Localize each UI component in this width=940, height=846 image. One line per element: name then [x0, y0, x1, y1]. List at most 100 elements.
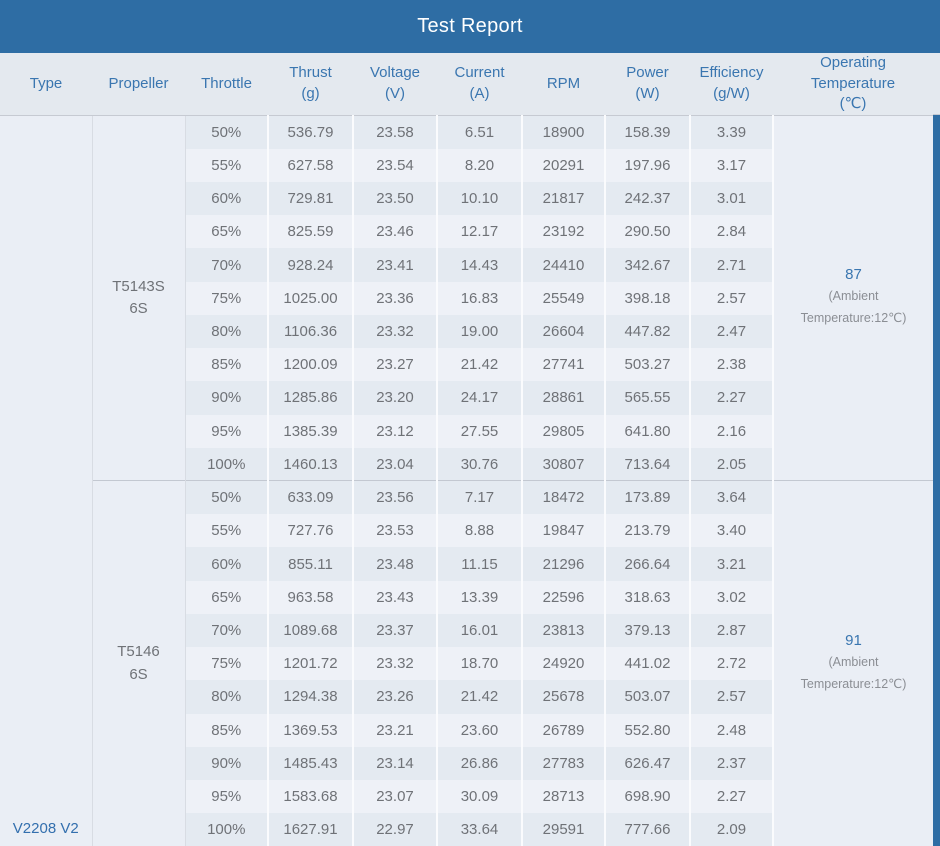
cell-voltage: 23.32 — [353, 647, 438, 681]
cell-thrust: 1385.39 — [268, 414, 354, 448]
table-row: 90% 1285.86 23.20 24.17 28861 565.55 2.27 — [0, 381, 933, 415]
cell-rpm: 19847 — [522, 514, 606, 548]
cell-voltage: 23.53 — [353, 514, 438, 548]
cell-power: 197.96 — [605, 148, 691, 182]
table-body: V2208 V2 T5143S 6S 50% 536.79 23.58 6.51 18900… — [0, 115, 933, 846]
cell-thrust: 825.59 — [268, 215, 354, 249]
cell-current: 26.86 — [437, 746, 523, 780]
cell-rpm: 25678 — [522, 680, 606, 714]
cell-thrust: 1485.43 — [268, 746, 354, 780]
ambient-temp-note: (Ambient Temperature:12℃) — [800, 655, 907, 691]
cell-efficiency: 2.05 — [690, 447, 774, 481]
cell-voltage: 23.46 — [353, 215, 438, 249]
cell-throttle: 65% — [185, 580, 269, 614]
cell-efficiency: 2.48 — [690, 713, 774, 747]
cell-throttle: 85% — [185, 713, 269, 747]
operating-temp-value: 87 — [845, 266, 862, 284]
table-row: 95% 1385.39 23.12 27.55 29805 641.80 2.16 — [0, 414, 933, 448]
cell-rpm: 24920 — [522, 647, 606, 681]
cell-rpm: 20291 — [522, 148, 606, 182]
propeller-cell: T5146 6S — [92, 480, 186, 846]
operating-temp-value: 91 — [845, 632, 862, 650]
table-row: 70% 928.24 23.41 14.43 24410 342.67 2.71 — [0, 248, 933, 282]
cell-rpm: 30807 — [522, 447, 606, 481]
cell-throttle: 75% — [185, 647, 269, 681]
cell-current: 18.70 — [437, 647, 523, 681]
cell-power: 398.18 — [605, 281, 691, 315]
cell-thrust: 729.81 — [268, 182, 354, 216]
cell-voltage: 23.26 — [353, 680, 438, 714]
cell-power: 342.67 — [605, 248, 691, 282]
cell-thrust: 627.58 — [268, 148, 354, 182]
cell-power: 626.47 — [605, 746, 691, 780]
cell-throttle: 100% — [185, 447, 269, 481]
cell-efficiency: 2.09 — [690, 813, 774, 846]
table-row: 100% 1460.13 23.04 30.76 30807 713.64 2.05 — [0, 447, 933, 481]
cell-current: 21.42 — [437, 348, 523, 382]
col-header-operating-temperature: Operating Temperature (℃) — [773, 53, 933, 117]
table-row: 95% 1583.68 23.07 30.09 28713 698.90 2.27 — [0, 779, 933, 814]
cell-current: 14.43 — [437, 248, 523, 282]
cell-voltage: 23.41 — [353, 248, 438, 282]
cell-thrust: 963.58 — [268, 580, 354, 614]
cell-rpm: 28861 — [522, 381, 606, 415]
cell-current: 7.17 — [437, 480, 523, 515]
cell-rpm: 26789 — [522, 713, 606, 747]
cell-rpm: 29591 — [522, 813, 606, 846]
cell-thrust: 1460.13 — [268, 447, 354, 481]
cell-efficiency: 2.72 — [690, 647, 774, 681]
table-row: 55% 727.76 23.53 8.88 19847 213.79 3.40 — [0, 514, 933, 548]
col-header-power: Power (W) — [605, 53, 690, 117]
table-row: 70% 1089.68 23.37 16.01 23813 379.13 2.87 — [0, 613, 933, 648]
cell-efficiency: 2.57 — [690, 281, 774, 315]
cell-voltage: 23.20 — [353, 381, 438, 415]
table-row: 75% 1201.72 23.32 18.70 24920 441.02 2.72 — [0, 647, 933, 681]
cell-voltage: 23.50 — [353, 182, 438, 216]
cell-throttle: 70% — [185, 613, 269, 648]
cell-current: 13.39 — [437, 580, 523, 614]
cell-thrust: 1200.09 — [268, 348, 354, 382]
col-header-efficiency: Efficiency (g/W) — [690, 53, 773, 117]
cell-power: 266.64 — [605, 547, 691, 581]
cell-throttle: 95% — [185, 414, 269, 448]
cell-rpm: 26604 — [522, 314, 606, 349]
cell-throttle: 55% — [185, 514, 269, 548]
cell-power: 503.07 — [605, 680, 691, 714]
cell-voltage: 23.21 — [353, 713, 438, 747]
cell-voltage: 23.37 — [353, 613, 438, 648]
cell-voltage: 23.07 — [353, 779, 438, 814]
cell-thrust: 1294.38 — [268, 680, 354, 714]
cell-efficiency: 2.38 — [690, 348, 774, 382]
cell-rpm: 21817 — [522, 182, 606, 216]
cell-power: 713.64 — [605, 447, 691, 481]
table-row: 60% 855.11 23.48 11.15 21296 266.64 3.21 — [0, 547, 933, 581]
col-header-current: Current (A) — [437, 53, 522, 117]
cell-throttle: 70% — [185, 248, 269, 282]
cell-thrust: 633.09 — [268, 480, 354, 515]
cell-thrust: 1025.00 — [268, 281, 354, 315]
propeller-cell: T5143S 6S — [92, 115, 186, 481]
cell-voltage: 23.04 — [353, 447, 438, 481]
cell-voltage: 23.43 — [353, 580, 438, 614]
col-header-thrust: Thrust (g) — [268, 53, 353, 117]
header-row: Type Propeller Throttle Thrust (g) Volta… — [0, 53, 933, 117]
col-header-rpm: RPM — [522, 53, 605, 117]
cell-efficiency: 2.27 — [690, 779, 774, 814]
cell-rpm: 27783 — [522, 746, 606, 780]
col-header-throttle: Throttle — [185, 53, 268, 117]
cell-power: 503.27 — [605, 348, 691, 382]
cell-throttle: 55% — [185, 148, 269, 182]
cell-rpm: 27741 — [522, 348, 606, 382]
cell-power: 447.82 — [605, 314, 691, 349]
cell-throttle: 90% — [185, 746, 269, 780]
cell-throttle: 80% — [185, 314, 269, 349]
cell-efficiency: 3.39 — [690, 115, 774, 149]
cell-efficiency: 3.01 — [690, 182, 774, 216]
cell-throttle: 50% — [185, 115, 269, 149]
cell-thrust: 727.76 — [268, 514, 354, 548]
cell-power: 777.66 — [605, 813, 691, 846]
cell-power: 213.79 — [605, 514, 691, 548]
cell-thrust: 1369.53 — [268, 713, 354, 747]
cell-rpm: 22596 — [522, 580, 606, 614]
table-row: 100% 1627.91 22.97 33.64 29591 777.66 2.09 — [0, 813, 933, 846]
